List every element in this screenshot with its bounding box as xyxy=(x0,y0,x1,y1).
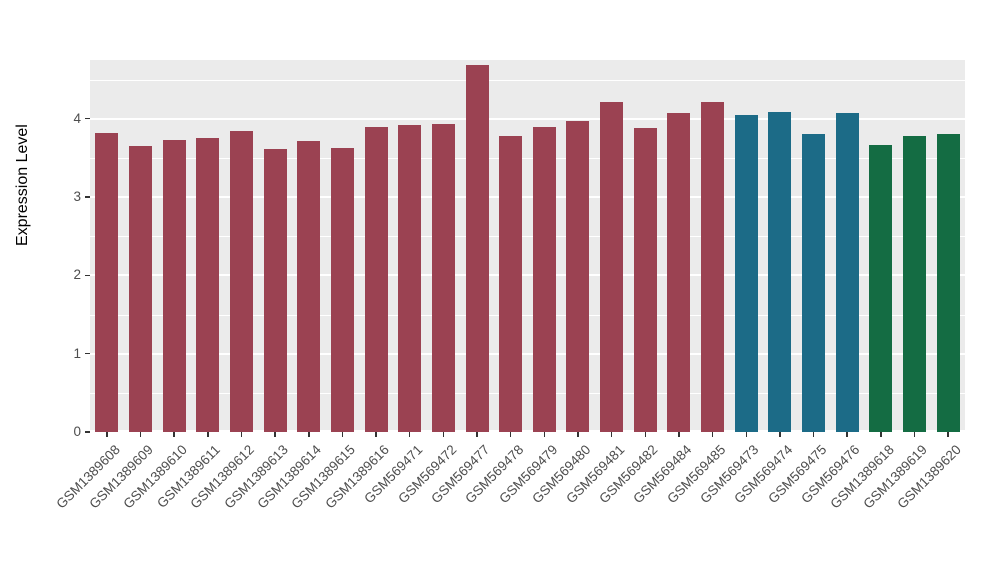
x-tick-mark xyxy=(509,432,512,437)
bar xyxy=(600,102,624,432)
bar xyxy=(701,102,725,432)
x-tick-mark xyxy=(913,432,916,437)
gridline-minor xyxy=(90,157,965,159)
gridline-major xyxy=(90,352,965,355)
x-tick-mark xyxy=(610,432,613,437)
bar xyxy=(398,125,422,432)
bar xyxy=(330,148,354,432)
y-tick-label: 3 xyxy=(73,189,81,205)
x-tick-mark xyxy=(745,432,747,437)
y-tick-mark xyxy=(85,117,90,120)
gridline-minor xyxy=(90,314,965,316)
bar xyxy=(835,113,859,432)
x-tick-mark xyxy=(543,432,546,437)
y-tick-label: 4 xyxy=(73,110,81,126)
bar xyxy=(734,114,758,432)
bar xyxy=(903,135,927,432)
gridline-major xyxy=(90,117,965,120)
x-tick-mark xyxy=(207,432,209,437)
plot-panel xyxy=(90,60,965,432)
x-tick-mark xyxy=(711,432,714,437)
bar xyxy=(162,139,186,432)
y-tick-mark xyxy=(85,274,90,277)
x-tick-mark xyxy=(308,432,310,437)
bar xyxy=(297,140,321,432)
bar xyxy=(431,124,455,432)
bar xyxy=(499,135,523,432)
x-tick-mark xyxy=(779,432,781,437)
gridline-minor xyxy=(90,236,965,238)
x-tick-mark xyxy=(173,432,175,437)
bar xyxy=(566,121,590,432)
y-tick-label: 0 xyxy=(73,424,81,439)
gridline-major xyxy=(90,430,965,432)
x-tick-mark xyxy=(139,432,142,437)
x-tick-mark xyxy=(274,432,276,437)
bar xyxy=(802,134,826,432)
x-tick-mark xyxy=(375,432,377,437)
bar xyxy=(364,126,388,432)
x-tick-mark xyxy=(442,432,445,437)
bar xyxy=(532,127,556,432)
bar xyxy=(95,132,119,432)
x-tick-mark xyxy=(880,432,882,437)
gridline-major xyxy=(90,274,965,277)
y-tick-mark xyxy=(85,196,90,198)
x-tick-mark xyxy=(846,432,848,437)
y-tick-mark xyxy=(85,431,90,433)
bar xyxy=(633,128,657,432)
gridline-minor xyxy=(90,79,965,81)
bar xyxy=(196,137,220,432)
bar xyxy=(465,65,489,432)
x-tick-mark xyxy=(476,432,478,437)
bar xyxy=(869,145,893,432)
y-tick-label: 2 xyxy=(73,267,81,283)
x-tick-mark xyxy=(240,432,243,437)
x-tick-mark xyxy=(408,432,411,437)
gridline-minor xyxy=(90,392,965,394)
y-tick-mark xyxy=(85,352,90,355)
x-tick-mark xyxy=(106,432,108,437)
x-tick-mark xyxy=(341,432,344,437)
y-tick-label: 1 xyxy=(73,345,81,361)
x-tick-mark xyxy=(947,432,949,437)
x-tick-mark xyxy=(644,432,647,437)
gridline-major xyxy=(90,196,965,199)
x-tick-mark xyxy=(678,432,680,437)
x-tick-mark xyxy=(812,432,815,437)
bar xyxy=(936,134,960,432)
bar xyxy=(667,113,691,432)
bar xyxy=(768,112,792,432)
x-tick-mark xyxy=(577,432,579,437)
bar xyxy=(229,131,253,432)
bar xyxy=(128,146,152,432)
bar xyxy=(263,149,287,432)
